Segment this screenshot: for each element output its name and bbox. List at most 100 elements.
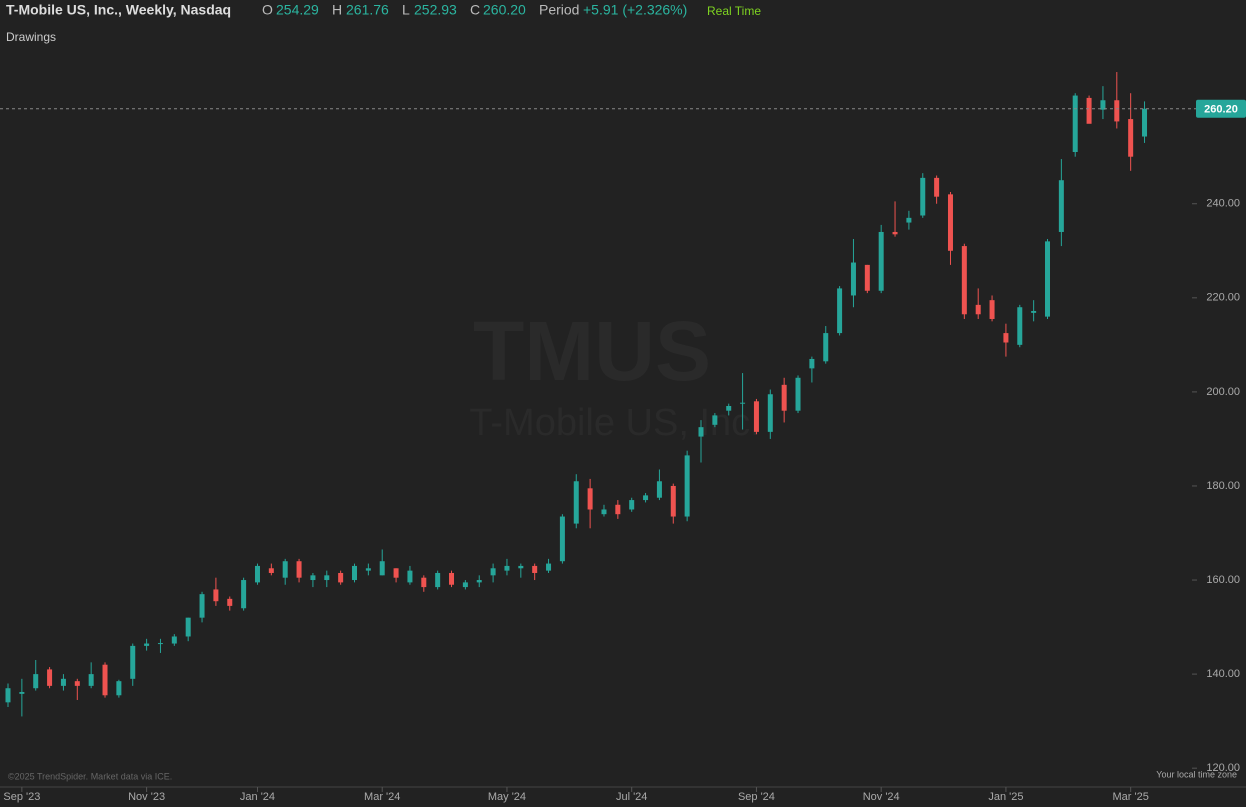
x-tick-label: Sep '23 xyxy=(3,791,40,803)
candle-body xyxy=(1086,97,1092,124)
candle-body xyxy=(975,304,981,315)
drawings[interactable]: Drawings xyxy=(6,30,56,44)
y-tick-label: 200.00 xyxy=(1206,386,1240,398)
candle-body xyxy=(476,580,482,583)
candle-body xyxy=(421,577,427,588)
candle-body xyxy=(462,582,468,588)
candle-body xyxy=(1017,307,1023,345)
candle-body xyxy=(906,217,912,223)
y-tick-label: 220.00 xyxy=(1206,292,1240,304)
candle-body xyxy=(130,645,136,679)
x-tick-label: Jul '24 xyxy=(616,791,647,803)
candle-body xyxy=(712,415,718,425)
candle-body xyxy=(961,246,967,315)
x-tick-label: Jan '24 xyxy=(240,791,275,803)
candle-body xyxy=(365,568,371,571)
candle-body xyxy=(947,194,953,251)
o-label: O xyxy=(262,2,273,18)
candle-body xyxy=(157,643,163,645)
candle-body xyxy=(5,688,11,703)
candle-body xyxy=(19,691,25,694)
candle-body xyxy=(102,664,108,696)
candle-body xyxy=(213,589,219,602)
candle-body xyxy=(795,377,801,411)
candle-body xyxy=(878,231,884,291)
candle-body xyxy=(185,617,191,637)
last-price-tag xyxy=(1196,99,1246,118)
candle-body xyxy=(74,681,80,686)
period: +5.91 (+2.326%) xyxy=(583,2,687,18)
candle-body xyxy=(47,669,53,686)
c-label: C xyxy=(470,2,480,18)
candle-body xyxy=(379,561,385,576)
candle-body xyxy=(1114,100,1120,122)
candle-body xyxy=(324,575,330,581)
candle-body xyxy=(171,636,177,644)
candle-body xyxy=(1100,100,1106,110)
candle-body xyxy=(892,231,898,235)
h-label: H xyxy=(332,2,342,18)
x-tick-label: Nov '24 xyxy=(863,791,900,803)
candle-body xyxy=(241,580,247,609)
candle-body xyxy=(740,402,746,404)
y-tick-label: 160.00 xyxy=(1206,574,1240,586)
l-label: L xyxy=(402,2,410,18)
candle-body xyxy=(504,565,510,571)
candle-body xyxy=(338,572,344,583)
realtime[interactable]: Real Time xyxy=(707,4,761,18)
candle-body xyxy=(698,427,704,437)
candle-body xyxy=(407,570,413,583)
candle-body xyxy=(837,288,843,334)
candle-body xyxy=(254,565,260,583)
candle-body xyxy=(546,563,552,571)
candle-body xyxy=(144,643,150,646)
candle-body xyxy=(753,401,759,432)
candle-body xyxy=(435,572,441,588)
candle-body xyxy=(587,488,593,510)
candle-body xyxy=(934,177,940,197)
watermark: TMUS xyxy=(473,304,711,398)
candle-body xyxy=(823,333,829,362)
candle-body xyxy=(199,594,205,618)
candle-body xyxy=(449,572,455,585)
x-tick-label: Mar '25 xyxy=(1112,791,1148,803)
candle-body xyxy=(1128,119,1134,157)
candle-body xyxy=(629,500,635,510)
candle-body xyxy=(1003,333,1009,343)
watermark-sub: T-Mobile US, Inc. xyxy=(469,402,760,444)
candle-body xyxy=(116,681,122,696)
high: 261.76 xyxy=(346,2,389,18)
candle-body xyxy=(670,485,676,517)
y-tick-label: 240.00 xyxy=(1206,198,1240,210)
x-tick-label: Mar '24 xyxy=(364,791,400,803)
candle-body xyxy=(656,481,662,498)
candle-body xyxy=(490,568,496,576)
x-tick-label: May '24 xyxy=(488,791,526,803)
candle-body xyxy=(920,177,926,216)
candle-body xyxy=(1058,180,1064,232)
candle-body xyxy=(850,262,856,296)
x-tick-label: Nov '23 xyxy=(128,791,165,803)
candle-body xyxy=(227,598,233,606)
footer: ©2025 TrendSpider. Market data via ICE. xyxy=(8,771,172,781)
candle-body xyxy=(684,455,690,517)
candle-body xyxy=(767,394,773,432)
candle-body xyxy=(573,481,579,524)
x-tick-label: Sep '24 xyxy=(738,791,775,803)
candle-body xyxy=(1045,241,1050,317)
candle-body xyxy=(809,358,815,369)
candle-body xyxy=(726,406,732,411)
candle-body xyxy=(33,674,39,689)
candle-body xyxy=(60,678,66,686)
low: 252.93 xyxy=(414,2,457,18)
candle-body xyxy=(310,575,316,581)
candle-body xyxy=(601,509,607,515)
candle-body xyxy=(559,516,565,562)
close: 260.20 xyxy=(483,2,526,18)
x-tick-label: Jan '25 xyxy=(988,791,1023,803)
candle-body xyxy=(781,384,787,411)
last-price-label: 260.20 xyxy=(1204,104,1238,116)
candle-body xyxy=(352,565,357,581)
candle-body xyxy=(1031,310,1037,313)
